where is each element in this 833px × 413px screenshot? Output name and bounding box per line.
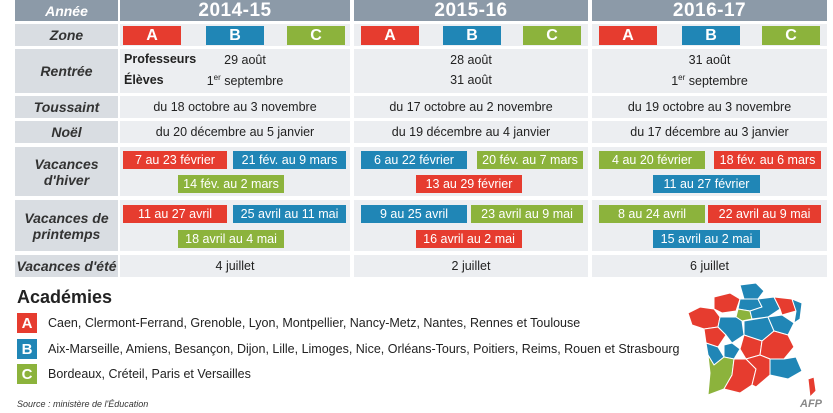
map-region-provence <box>769 356 803 380</box>
rentree-y2-professeurs: 28 août <box>450 53 492 67</box>
map-region-normandy <box>713 292 741 314</box>
ete-y3: 6 juillet <box>690 259 729 273</box>
year-header-2014-15: 2014-15 <box>120 0 350 21</box>
printemps-y1-zone-b: 25 avril au 11 mai <box>233 205 346 223</box>
cell-bg <box>354 96 588 118</box>
row-label-printemps-text: Vacances de printemps <box>24 209 109 242</box>
map-region-north <box>739 283 765 300</box>
rentree-y3-professeurs: 31 août <box>688 53 731 67</box>
row-label-hiver: Vacances d'hiver <box>15 147 118 196</box>
cell-bg <box>120 255 350 277</box>
hiver-y1-zone-b: 21 fév. au 9 mars <box>233 151 346 169</box>
zone-c-2016: C <box>762 26 820 45</box>
cell-bg <box>120 121 350 143</box>
row-label-printemps: Vacances de printemps <box>15 200 118 251</box>
annee-label: Année <box>45 2 88 19</box>
hiver-y2-zone-b: 6 au 22 février <box>361 151 467 169</box>
academie-zone-c-box: C <box>17 364 37 384</box>
hiver-y3-zone-c: 4 au 20 février <box>599 151 705 169</box>
cell-bg <box>592 255 827 277</box>
zone-a-2014: A <box>123 26 181 45</box>
cell-bg <box>120 49 350 93</box>
zone-c-2015: C <box>523 26 581 45</box>
hiver-y2-zone-a: 13 au 29 février <box>416 175 522 193</box>
hiver-y2-zone-c: 20 fév. au 7 mars <box>477 151 583 169</box>
row-label-toussaint: Toussaint <box>15 96 118 118</box>
zone-b-2014: B <box>206 26 264 45</box>
toussaint-y2: du 17 octobre au 2 novembre <box>389 100 553 114</box>
rentree-y3-eleves-sup: er <box>678 73 686 82</box>
academie-zone-a-box: A <box>17 313 37 333</box>
academie-zone-b-list: Aix-Marseille, Amiens, Besançon, Dijon, … <box>48 342 680 356</box>
noel-y3: du 17 décembre au 3 janvier <box>630 125 789 139</box>
map-region-brittany <box>687 306 721 330</box>
ete-y1: 4 juillet <box>215 259 255 273</box>
map-region-franche-comte <box>767 314 795 336</box>
rentree-professeurs-label: Professeurs <box>124 52 197 66</box>
ete-y2: 2 juillet <box>451 259 491 273</box>
source-note: Source : ministère de l'Éducation <box>17 399 149 409</box>
map-region-corsica <box>807 376 817 398</box>
rentree-y3-eleves-pre: 1 <box>671 74 679 89</box>
zone-b-2015: B <box>443 26 501 45</box>
printemps-y1-zone-a: 11 au 27 avril <box>123 205 227 223</box>
hiver-y1-zone-c: 14 fév. au 2 mars <box>178 175 284 193</box>
cell-bg <box>592 121 827 143</box>
map-region-alsace <box>791 298 803 324</box>
printemps-y3-zone-c: 8 au 24 avril <box>599 205 705 223</box>
cell-bg <box>354 121 588 143</box>
map-region-centre <box>717 316 745 344</box>
rentree-eleves-label: Élèves <box>124 73 164 87</box>
noel-y1: du 20 décembre au 5 janvier <box>155 125 315 139</box>
rentree-y3-eleves: 1er septembre <box>592 73 827 88</box>
year-header-2016-17: 2016-17 <box>592 0 827 21</box>
academie-zone-a-list: Caen, Clermont-Ferrand, Grenoble, Lyon, … <box>48 316 581 330</box>
printemps-y3-zone-b: 15 avril au 2 mai <box>653 230 760 248</box>
academie-zone-b-box: B <box>17 339 37 359</box>
printemps-y2-zone-c: 23 avril au 9 mai <box>471 205 583 223</box>
row-label-hiver-text: Vacances d'hiver <box>34 155 99 188</box>
academie-zone-c-list: Bordeaux, Créteil, Paris et Versailles <box>48 367 251 381</box>
row-label-zone: Zone <box>15 24 118 46</box>
noel-y2: du 19 décembre au 4 janvier <box>391 125 551 139</box>
rentree-y1-professeurs: 29 août <box>224 53 266 67</box>
toussaint-y3: du 19 octobre au 3 novembre <box>627 100 792 114</box>
map-region-lorraine <box>773 296 797 316</box>
hiver-y3-zone-a: 18 fév. au 6 mars <box>714 151 821 169</box>
rentree-y3-eleves-post: septembre <box>685 74 748 89</box>
afp-credit: AFP <box>800 398 822 410</box>
zone-c-2014: C <box>287 26 345 45</box>
rentree-y1-eleves: 1er septembre <box>190 73 300 88</box>
cell-bg <box>120 96 350 118</box>
row-label-noel: Noël <box>15 121 118 143</box>
cell-bg <box>592 96 827 118</box>
rentree-y1-eleves-pre: 1 <box>206 74 214 89</box>
zone-a-2016: A <box>599 26 657 45</box>
zone-a-2015: A <box>361 26 419 45</box>
printemps-y2-zone-a: 16 avril au 2 mai <box>416 230 522 248</box>
hiver-y1-zone-a: 7 au 23 février <box>123 151 227 169</box>
row-label-rentree: Rentrée <box>15 49 118 93</box>
printemps-y2-zone-b: 9 au 25 avril <box>361 205 467 223</box>
map-region-languedoc <box>745 354 771 388</box>
cell-bg <box>354 49 588 93</box>
rentree-y2-eleves: 31 août <box>450 73 492 87</box>
map-region-limousin <box>723 342 741 360</box>
zone-b-2016: B <box>682 26 740 45</box>
toussaint-y1: du 18 octobre au 3 novembre <box>153 100 317 114</box>
printemps-y3-zone-a: 22 avril au 9 mai <box>708 205 821 223</box>
cell-bg <box>592 49 827 93</box>
hiver-y3-zone-b: 11 au 27 février <box>653 175 760 193</box>
rentree-y1-eleves-post: septembre <box>220 74 284 89</box>
map-region-loire <box>703 326 727 348</box>
france-zones-map <box>687 283 817 398</box>
year-header-2015-16: 2015-16 <box>354 0 588 21</box>
printemps-y1-zone-c: 18 avril au 4 mai <box>178 230 284 248</box>
cell-bg <box>354 255 588 277</box>
header-bar <box>15 0 118 21</box>
academies-title: Académies <box>17 287 113 307</box>
row-label-ete: Vacances d'été <box>15 255 118 277</box>
rentree-y1-eleves-sup: er <box>213 73 221 82</box>
